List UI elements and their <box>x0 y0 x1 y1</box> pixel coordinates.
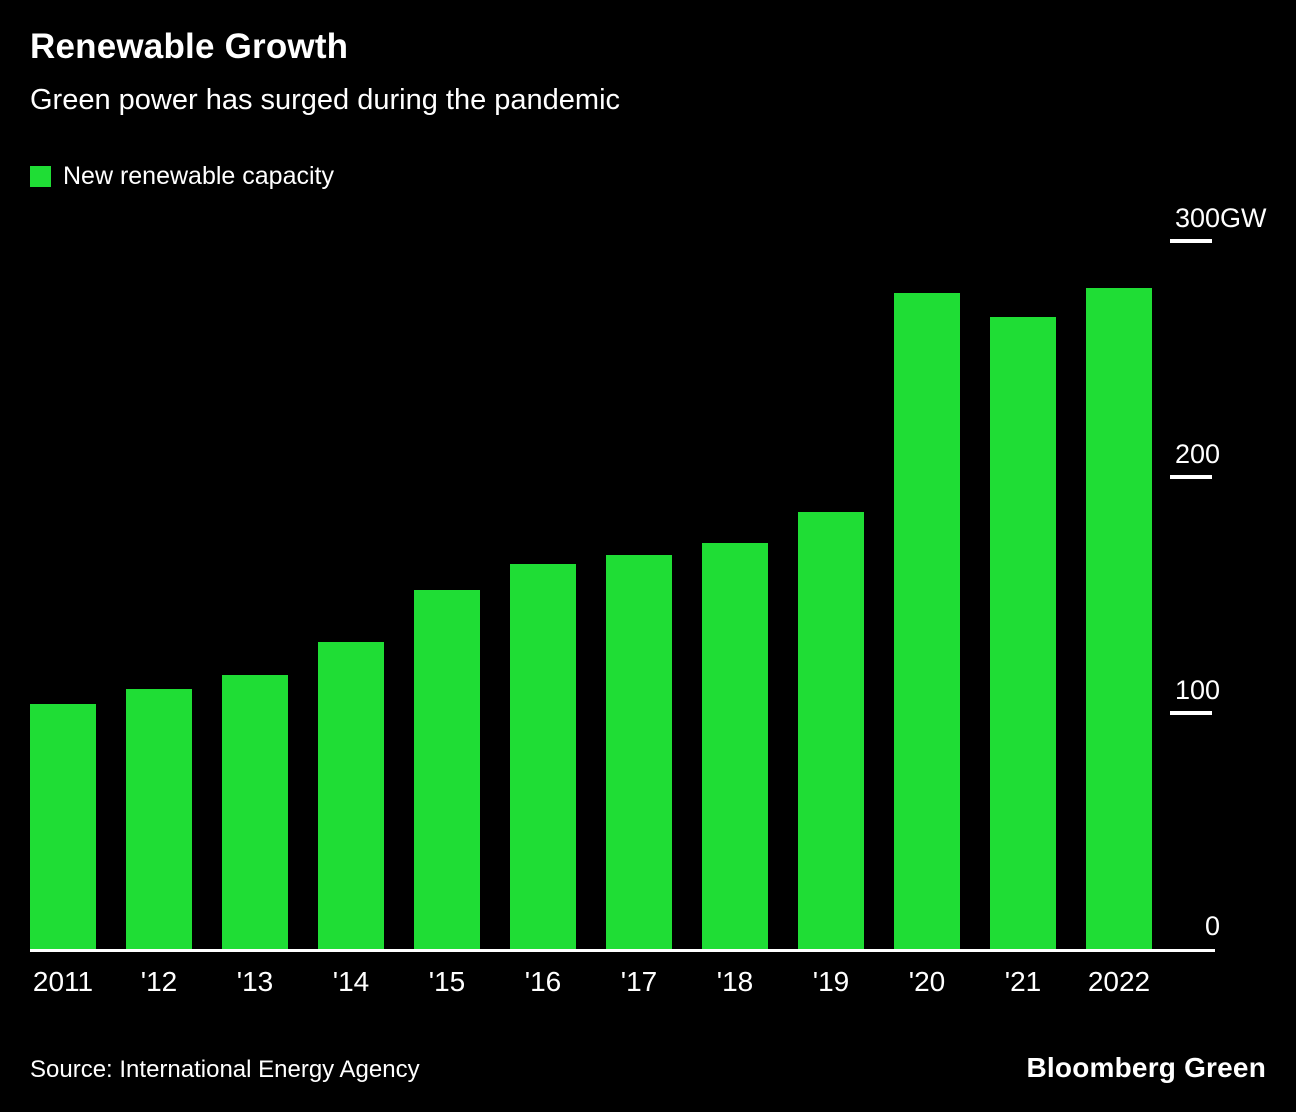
chart-title: Renewable Growth <box>30 27 349 66</box>
bar-20 <box>894 293 960 950</box>
x-tick-label-13: '13 <box>236 966 274 998</box>
y-tick-unit: GW <box>1220 202 1267 233</box>
legend-swatch-icon <box>30 165 51 187</box>
chart-subtitle: Green power has surged during the pandem… <box>30 84 621 116</box>
y-tick-label-0: 0 <box>1164 910 1266 942</box>
bar-17 <box>606 555 672 950</box>
bar-2011 <box>30 704 96 950</box>
bar-15 <box>414 590 480 950</box>
y-tick-mark-300 <box>1170 239 1212 244</box>
legend: New renewable capacity <box>30 160 1266 192</box>
plot-area: 0 100 200 300 GW <box>30 203 1267 953</box>
x-tick-label-14: '14 <box>332 966 370 998</box>
brand-logo: Bloomberg Green <box>1026 1052 1266 1083</box>
bar-2022 <box>1086 288 1152 950</box>
x-tick-label-15: '15 <box>428 966 466 998</box>
bar-14 <box>318 642 384 950</box>
x-tick-label-2022: 2022 <box>1087 966 1151 998</box>
bar-19 <box>798 512 864 950</box>
x-tick-label-21: '21 <box>1004 966 1042 998</box>
x-tick-label-17: '17 <box>620 966 658 998</box>
x-tick-label-12: '12 <box>140 966 178 998</box>
y-tick-mark-200 <box>1170 475 1212 480</box>
x-axis-labels: 2011 '12 '13 '14 '15 '16 '17 '18 '19 '20 '21 2022 <box>30 966 1152 998</box>
y-tick-number: 300 <box>1174 202 1220 233</box>
source-text: Source: International Energy Agency <box>30 1056 420 1083</box>
chart-area: 0 100 200 300 GW 2011 '12 '13 '14 '15 '16 '17 '18 '1… <box>30 200 1267 998</box>
x-tick-label-19: '19 <box>812 966 850 998</box>
y-tick-label-300: 300 GW <box>1164 202 1267 234</box>
bar-13 <box>222 675 288 950</box>
y-tick-number: 0 <box>1204 910 1220 941</box>
bar-16 <box>510 564 576 950</box>
bar-21 <box>990 317 1056 950</box>
bars-group <box>30 244 1152 950</box>
y-tick-mark-100 <box>1170 711 1212 716</box>
x-tick-label-16: '16 <box>524 966 562 998</box>
legend-label: New renewable capacity <box>63 161 334 190</box>
x-tick-label-2011: 2011 <box>32 966 94 998</box>
y-tick-label-100: 100 <box>1164 674 1266 706</box>
y-tick-number: 200 <box>1174 438 1220 469</box>
footer: Source: International Energy Agency Bloo… <box>30 1052 1266 1084</box>
bar-18 <box>702 543 768 950</box>
x-tick-label-18: '18 <box>716 966 754 998</box>
y-tick-number: 100 <box>1174 674 1220 705</box>
x-tick-label-20: '20 <box>908 966 946 998</box>
y-tick-label-200: 200 <box>1164 438 1266 470</box>
bar-12 <box>126 689 192 950</box>
